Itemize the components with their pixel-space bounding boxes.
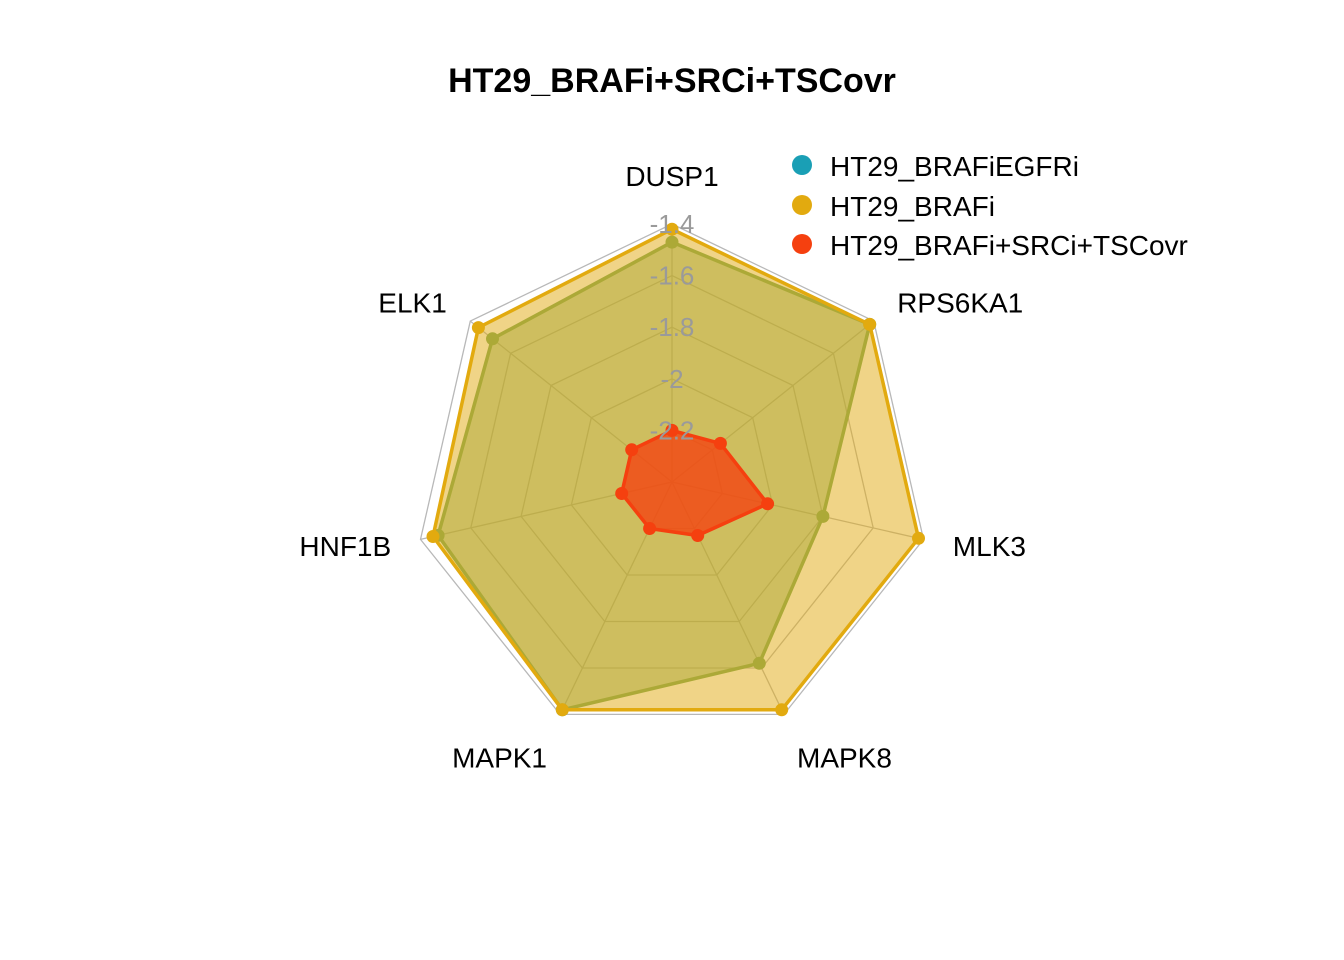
data-point (615, 487, 629, 500)
axis-labels: DUSP1 RPS6KA1 MLK3 MAPK8 MAPK1 HNF1B ELK1 (299, 161, 1026, 774)
data-point (643, 522, 657, 535)
axis-label-mapk8: MAPK8 (797, 743, 892, 774)
axis-label-mlk3: MLK3 (953, 531, 1026, 562)
legend-label-series-2: HT29_BRAFi (830, 191, 995, 222)
legend-marker-series-1 (792, 155, 812, 175)
legend-item: HT29_BRAFi+SRCi+TSCovr (792, 230, 1188, 261)
data-point (665, 222, 679, 236)
legend-label-series-3: HT29_BRAFi+SRCi+TSCovr (830, 230, 1188, 261)
data-point (912, 531, 925, 545)
tick-label: -1.8 (650, 312, 695, 342)
axis-label-mapk1: MAPK1 (452, 743, 547, 774)
data-point (625, 443, 639, 457)
legend: HT29_BRAFiEGFRi HT29_BRAFi HT29_BRAFi+SR… (792, 151, 1188, 261)
axis-label-rps6ka1: RPS6KA1 (897, 287, 1023, 318)
legend-marker-series-3 (792, 234, 812, 254)
data-point (713, 436, 727, 450)
axis-label-dusp1: DUSP1 (625, 161, 718, 192)
data-point (691, 529, 705, 542)
tick-label: -2 (660, 364, 683, 394)
series-polygons (426, 222, 925, 717)
data-point (665, 423, 679, 437)
data-point (426, 530, 440, 543)
axis-label-hnf1b: HNF1B (299, 531, 391, 562)
tick-label: -1.6 (650, 261, 695, 291)
data-point (555, 703, 569, 717)
tick-label: -2.2 (650, 415, 695, 445)
axis-label-elk1: ELK1 (378, 287, 447, 318)
legend-marker-series-2 (792, 195, 812, 215)
chart-title: HT29_BRAFi+SRCi+TSCovr (448, 62, 896, 100)
series-3 (615, 423, 775, 542)
data-point (863, 317, 877, 331)
tick-label: -1.4 (650, 209, 695, 239)
legend-item: HT29_BRAFiEGFRi (792, 151, 1079, 182)
series-area (619, 428, 770, 538)
data-point (471, 321, 485, 335)
data-point (761, 497, 775, 511)
radial-tick-labels: -1.4 -1.6 -1.8 -2 -2.2 (650, 209, 695, 445)
data-point (775, 703, 789, 717)
grid-ring (419, 223, 925, 716)
legend-label-series-1: HT29_BRAFiEGFRi (830, 151, 1079, 182)
legend-item: HT29_BRAFi (792, 191, 995, 222)
